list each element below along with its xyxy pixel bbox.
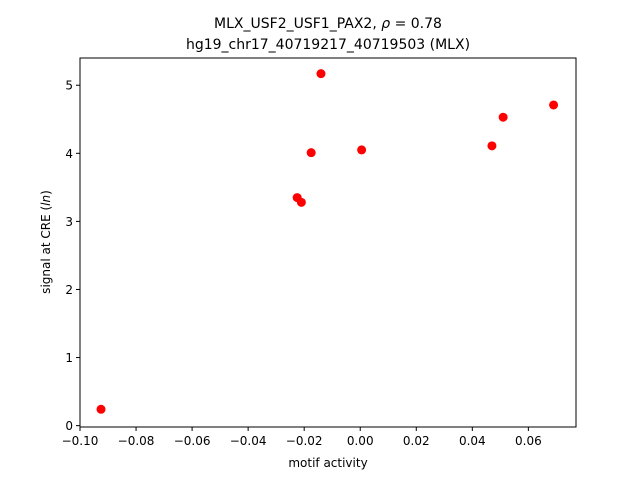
data-point <box>498 112 508 122</box>
x-tick-label: 0.04 <box>459 434 486 448</box>
axes-frame <box>79 57 577 428</box>
data-point <box>487 141 497 151</box>
data-point <box>296 197 306 207</box>
y-tick-label: 5 <box>65 79 73 93</box>
x-tick-label: −0.10 <box>62 434 99 448</box>
data-point <box>549 100 559 110</box>
x-axis-label: motif activity <box>288 456 367 470</box>
y-tick-label: 3 <box>65 215 73 229</box>
x-tick-label: −0.06 <box>174 434 211 448</box>
chart-title-line2: hg19_chr17_40719217_40719503 (MLX) <box>186 37 470 53</box>
x-tick-label: 0.02 <box>403 434 430 448</box>
data-point <box>306 148 316 158</box>
y-tick-label: 4 <box>65 147 73 161</box>
x-tick-label: −0.08 <box>118 434 155 448</box>
plot-area: −0.10 −0.08 −0.06 −0.04 −0.02 0.00 0.02 0.04 0.0… <box>62 69 559 448</box>
chart-title-line1: MLX_USF2_USF1_PAX2, ρ = 0.78 <box>214 16 442 32</box>
x-tick-label: −0.02 <box>286 434 323 448</box>
y-tick-label: 1 <box>65 351 73 365</box>
data-point <box>357 145 367 155</box>
y-axis-label: signal at CRE (ln) <box>39 190 53 294</box>
x-tick-label: 0.00 <box>347 434 374 448</box>
y-tick-label: 2 <box>65 283 73 297</box>
y-tick-label: 0 <box>65 419 73 433</box>
data-point <box>96 404 106 414</box>
x-tick-label: 0.06 <box>515 434 542 448</box>
x-tick-label: −0.04 <box>230 434 267 448</box>
data-point <box>316 69 326 79</box>
